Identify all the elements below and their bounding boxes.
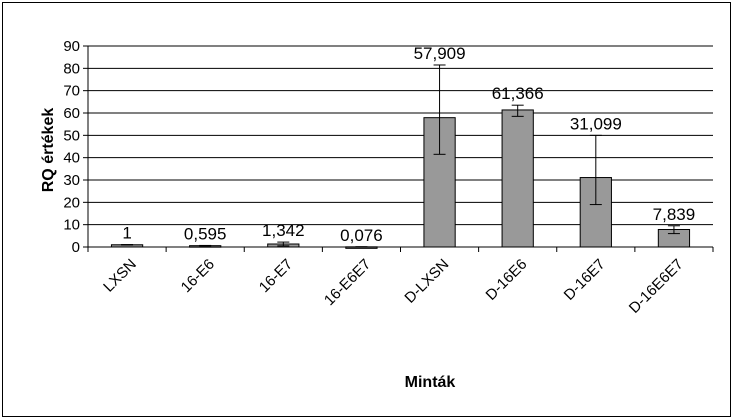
y-tick-label: 20 bbox=[63, 194, 80, 211]
x-tick-label: 16-E7 bbox=[256, 256, 296, 296]
y-axis-title: RQ értékek bbox=[40, 108, 57, 193]
data-label: 61,366 bbox=[492, 84, 544, 103]
y-tick-label: 60 bbox=[63, 105, 80, 122]
y-tick-label: 30 bbox=[63, 172, 80, 189]
bar-chart: 0 10 20 30 40 50 60 70 80 90 1 LXSN 0,595 16-E6 1,342 1… bbox=[40, 38, 714, 391]
y-tick-label: 80 bbox=[63, 60, 80, 77]
y-tick-label: 50 bbox=[63, 127, 80, 144]
x-tick-label: 16-E6E7 bbox=[321, 256, 374, 309]
y-tick-label: 0 bbox=[72, 239, 80, 256]
data-label: 7,839 bbox=[653, 205, 696, 224]
data-label: 1,342 bbox=[262, 221, 305, 240]
x-tick-label: D-16E6E7 bbox=[626, 256, 687, 317]
y-tick-label: 10 bbox=[63, 217, 80, 234]
gridlines bbox=[88, 45, 713, 226]
x-tick-label: LXSN bbox=[100, 256, 140, 296]
axes bbox=[83, 45, 714, 252]
error-bars bbox=[121, 64, 680, 248]
x-axis-title: Minták bbox=[405, 374, 456, 391]
bar-d-16e6 bbox=[501, 109, 534, 248]
x-tick-label: D-16E7 bbox=[561, 256, 609, 304]
data-label: 31,099 bbox=[570, 114, 622, 133]
data-label: 57,909 bbox=[414, 44, 466, 63]
x-tick-label: D-LXSN bbox=[401, 256, 452, 307]
x-tick-label: D-16E6 bbox=[483, 256, 531, 304]
y-tick-label: 40 bbox=[63, 150, 80, 167]
data-label: 0,595 bbox=[184, 224, 227, 243]
y-tick-label: 70 bbox=[63, 83, 80, 100]
data-label: 0,076 bbox=[340, 226, 383, 245]
x-tick-label: 16-E6 bbox=[178, 256, 218, 296]
data-label: 1 bbox=[122, 224, 131, 243]
y-tick-label: 90 bbox=[63, 38, 80, 55]
